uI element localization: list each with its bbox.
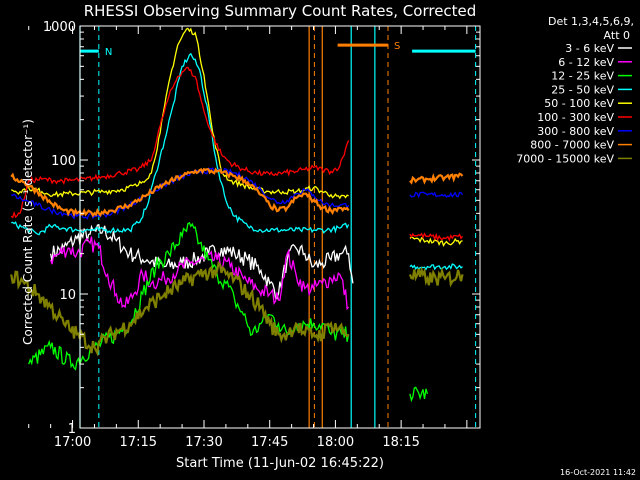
legend-label: 7000 - 15000 keV [516,152,614,165]
plot-area: NS [10,26,477,428]
y-tick-label: 1000 [43,20,76,35]
series-line-8 [10,260,464,357]
legend-label: 3 - 6 keV [565,42,614,55]
plot-frame [79,25,481,429]
y-axis-label: Corrected Count Rate (s⁻¹ detector⁻¹) [21,119,35,345]
series-line-1 [49,236,350,311]
x-tick-label: 18:00 [317,435,354,450]
x-tick-label: 17:00 [54,435,91,450]
x-tick-label: 17:45 [251,435,288,450]
x-tick-label: 18:15 [382,435,419,450]
series-line-7 [10,167,464,218]
legend-label: 25 - 50 keV [551,83,614,96]
legend-label: 6 - 12 keV [558,56,614,69]
legend-header-1: Det 1,3,4,5,6,9, [548,15,634,28]
y-tick-label: 10 [59,288,76,303]
timestamp: 16-Oct-2021 11:42 [560,468,636,477]
legend-label: 300 - 800 keV [537,125,614,138]
legend-header-2: Att 0 [604,29,630,42]
y-tick-label: 1 [68,422,76,437]
series-line-4 [10,27,463,248]
flag-label-N: N [105,47,112,58]
flag-label-S: S [394,41,400,52]
axes: 1 10 100 1000 17:00 17:15 17:30 17:45 18:00 18:15 [28,20,481,450]
series-line-5 [10,66,464,242]
x-tick-label: 17:30 [185,435,222,450]
x-axis-label: Start Time (11-Jun-02 16:45:22) [176,456,384,471]
legend-label: 12 - 25 keV [551,70,614,83]
series-line-0 [49,223,354,300]
chart-title: RHESSI Observing Summary Count Rates, Co… [84,2,477,20]
y-tick-label: 100 [51,154,76,169]
legend-label: 50 - 100 keV [544,97,614,110]
x-tick-label: 17:15 [120,435,157,450]
legend-label: 100 - 300 keV [537,111,614,124]
legend-label: 800 - 7000 keV [530,139,614,152]
